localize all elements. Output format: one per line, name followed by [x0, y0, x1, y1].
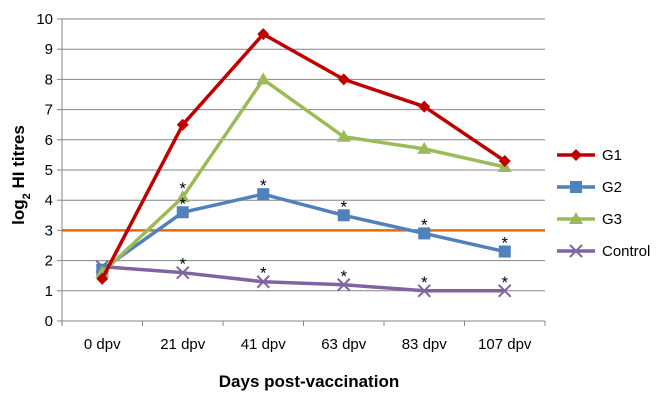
- y-tick-label: 1: [45, 283, 53, 300]
- data-point-control: [498, 284, 512, 298]
- data-point-g1: [337, 73, 350, 86]
- data-point-g1: [418, 100, 431, 113]
- significance-star: *: [421, 273, 428, 292]
- y-axis-title: log2 HI titres: [9, 125, 33, 225]
- data-point-g1: [257, 28, 270, 41]
- series-line-g2: [101, 192, 506, 272]
- x-tick-label: 83 dpv: [402, 336, 448, 353]
- legend-label-g2: G2: [602, 179, 622, 196]
- x-tick-label: 41 dpv: [241, 336, 287, 353]
- legend-marker-g1: [570, 149, 582, 161]
- legend-label-g3: G3: [602, 211, 622, 228]
- data-point-g3: [175, 190, 190, 203]
- series-line-g1: [100, 32, 506, 280]
- y-tick-label: 2: [45, 253, 53, 270]
- data-point-g3: [417, 141, 432, 154]
- y-axis-title-rest: HI titres: [9, 125, 28, 193]
- significance-star: *: [179, 194, 186, 213]
- y-axis-ticks: 0 1 2 3 4 5 6 7 8 9 10: [36, 11, 62, 330]
- y-tick-label: 5: [45, 162, 53, 179]
- y-tick-label: 9: [45, 41, 53, 58]
- series-line-g3: [101, 77, 506, 274]
- data-point-control: [176, 265, 190, 280]
- legend-marker-g3: [569, 212, 583, 224]
- data-point-g2: [176, 206, 189, 219]
- data-point-g1: [96, 272, 109, 285]
- significance-star: *: [179, 255, 186, 274]
- y-tick-label: 7: [45, 102, 53, 119]
- data-point-control: [417, 284, 431, 298]
- data-point-g3: [256, 72, 271, 85]
- data-point-g1: [176, 118, 189, 131]
- series-group: [95, 28, 512, 298]
- legend-marker-control: [569, 244, 583, 258]
- x-axis-title: Days post-vaccination: [219, 372, 399, 391]
- y-axis-title-main: log: [9, 199, 28, 225]
- significance-star: *: [501, 234, 508, 253]
- y-tick-label: 3: [45, 222, 53, 239]
- x-tick-label: 0 dpv: [84, 336, 121, 353]
- significance-star: *: [260, 264, 267, 283]
- data-point-g3: [336, 129, 351, 142]
- x-tick-label: 21 dpv: [160, 336, 206, 353]
- x-axis-ticks: 0 dpv 21 dpv 41 dpv 63 dpv 83 dpv 107 dpv: [61, 321, 546, 353]
- legend: G1 G2 G3 Control: [557, 147, 650, 260]
- data-point-g2: [337, 209, 350, 222]
- significance-star: *: [340, 197, 347, 216]
- x-tick-label: 63 dpv: [321, 336, 367, 353]
- data-point-g2: [257, 188, 270, 201]
- significance-star: *: [340, 267, 347, 286]
- y-tick-label: 10: [36, 11, 53, 28]
- gridlines: [62, 18, 545, 292]
- legend-label-control: Control: [602, 243, 650, 260]
- significance-markers: ******* * * * *: [179, 176, 508, 292]
- y-tick-label: 8: [45, 71, 53, 88]
- data-point-g2: [418, 227, 431, 240]
- y-tick-label: 6: [45, 132, 53, 149]
- data-point-control: [256, 275, 270, 289]
- significance-star: *: [501, 273, 508, 292]
- series-line-control: [102, 264, 505, 293]
- y-tick-label: 0: [45, 313, 53, 330]
- y-axis-title-sub: 2: [21, 193, 33, 199]
- x-tick-label: 107 dpv: [478, 336, 532, 353]
- data-point-control: [337, 278, 351, 292]
- legend-marker-g2: [570, 181, 582, 193]
- significance-star: *: [179, 179, 186, 198]
- legend-label-g1: G1: [602, 147, 622, 164]
- significance-star: *: [421, 215, 428, 234]
- data-point-g1: [498, 154, 511, 167]
- y-tick-label: 4: [45, 192, 53, 209]
- data-point-g2: [498, 245, 511, 258]
- significance-star: *: [260, 176, 267, 195]
